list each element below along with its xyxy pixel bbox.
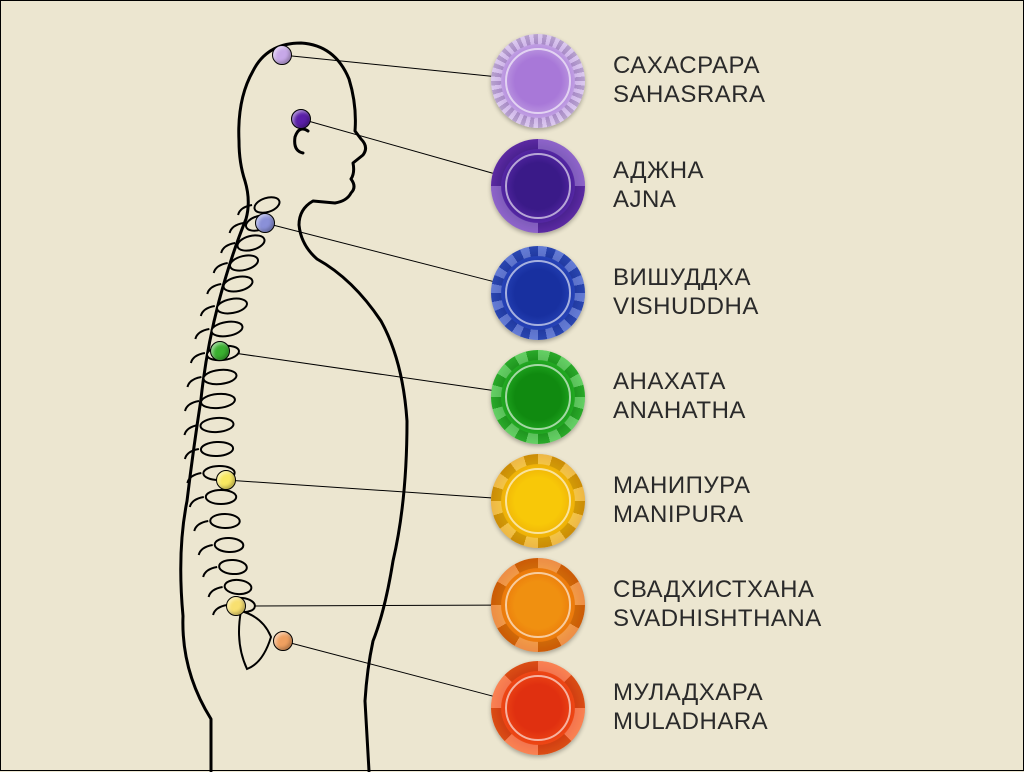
chakra-name-ru: САХАСРАРА xyxy=(613,52,766,81)
chakra-name-ru: ВИШУДДХА xyxy=(613,264,759,293)
body-dot-sahasrara xyxy=(272,45,292,65)
body-dot-muladhara xyxy=(273,631,293,651)
chakra-symbol-anahata xyxy=(491,350,585,444)
chakra-symbol-manipura xyxy=(491,454,585,548)
chakra-name-en: SAHASRARA xyxy=(613,81,766,110)
chakra-label-anahata: АНАХАТАANAHATHA xyxy=(613,368,746,426)
body-dot-manipura xyxy=(216,470,236,490)
chakra-diagram: САХАСРАРАSAHASRARA АДЖНАAJNA ВИШУДДХАVISHU… xyxy=(1,1,1023,770)
body-dot-ajna xyxy=(291,109,311,129)
chakra-label-muladhara: МУЛАДХАРАMULADHARA xyxy=(613,679,768,737)
chakra-label-vishuddha: ВИШУДДХАVISHUDDHA xyxy=(613,264,759,322)
chakra-symbol-ajna xyxy=(491,139,585,233)
chakra-name-en: MULADHARA xyxy=(613,708,768,737)
chakra-symbol-sahasrara xyxy=(491,34,585,128)
body-dot-anahata xyxy=(210,341,230,361)
chakra-label-sahasrara: САХАСРАРАSAHASRARA xyxy=(613,52,766,110)
chakra-label-manipura: МАНИПУРАMANIPURA xyxy=(613,472,751,530)
chakra-name-ru: МУЛАДХАРА xyxy=(613,679,768,708)
chakra-name-ru: СВАДХИСТХАНА xyxy=(613,576,822,605)
chakra-symbol-muladhara xyxy=(491,661,585,755)
chakra-label-svadhishthana: СВАДХИСТХАНАSVADHISHTHANA xyxy=(613,576,822,634)
chakra-name-en: MANIPURA xyxy=(613,501,751,530)
chakra-name-en: AJNA xyxy=(613,186,704,215)
body-dot-svadhishthana xyxy=(226,596,246,616)
chakra-name-en: VISHUDDHA xyxy=(613,293,759,322)
chakra-label-ajna: АДЖНАAJNA xyxy=(613,157,704,215)
chakra-name-en: SVADHISHTHANA xyxy=(613,605,822,634)
chakra-symbol-svadhishthana xyxy=(491,558,585,652)
chakra-name-ru: МАНИПУРА xyxy=(613,472,751,501)
chakra-name-en: ANAHATHA xyxy=(613,397,746,426)
body-dot-vishuddha xyxy=(255,213,275,233)
chakra-symbol-vishuddha xyxy=(491,246,585,340)
chakra-name-ru: АДЖНА xyxy=(613,157,704,186)
chakra-name-ru: АНАХАТА xyxy=(613,368,746,397)
